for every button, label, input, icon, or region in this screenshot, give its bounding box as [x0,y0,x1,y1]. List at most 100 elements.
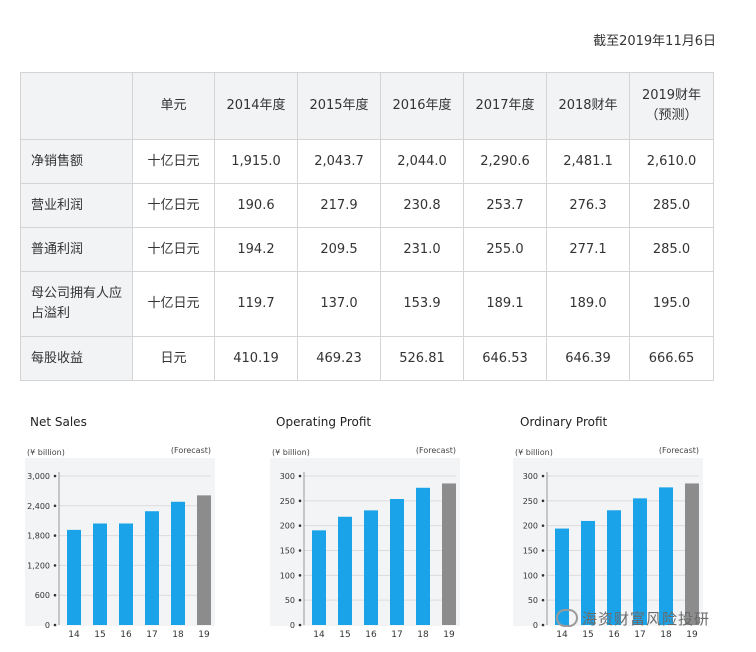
unit-cell: 十亿日元 [132,271,215,337]
y-tick-label: 150 [280,547,295,556]
header-cell: 2015年度 [297,72,381,140]
value-cell: 2,290.6 [463,139,547,184]
y-tick-label: 1,800 [27,532,50,541]
value-cell: 2,610.0 [629,139,714,184]
y-tick-label: 2,400 [27,502,50,511]
bar [607,510,621,625]
bar [338,516,352,625]
bar [581,520,595,625]
bar [171,501,185,625]
y-tick-label: 600 [35,591,50,600]
value-cell: 137.0 [297,271,381,337]
chart-title: Net Sales [30,415,87,429]
x-tick-label: 18 [172,630,184,640]
bar [197,495,211,625]
y-tick-dot [298,499,302,503]
unit-label: (¥ billion) [272,448,310,457]
y-tick-dot [53,474,57,478]
value-cell: 646.39 [546,336,630,381]
bar [93,523,107,625]
header-cell: 2016年度 [380,72,464,140]
value-cell: 646.53 [463,336,547,381]
bar [633,498,647,625]
value-cell: 277.1 [546,227,630,272]
header-cell [20,72,133,140]
header-cell: 2019财年 （预测） [629,72,714,140]
chart-title: Operating Profit [276,415,371,429]
y-tick-dot [53,504,57,508]
value-cell: 231.0 [380,227,464,272]
charts-area: Net Sales (¥ billion) (Forecast) 0 600 1,200 1… [0,400,756,652]
bar [555,528,569,625]
y-tick-label: 300 [523,472,538,481]
x-tick-label: 17 [146,630,157,640]
value-cell: 230.8 [380,183,464,228]
value-cell: 526.81 [380,336,464,381]
y-tick-label: 0 [533,621,538,630]
wechat-icon [556,609,578,627]
table-row: 母公司拥有人应占溢利 十亿日元 119.7 137.0 153.9 189.1 … [20,271,714,337]
bar [442,483,456,625]
x-tick-label: 16 [365,630,377,640]
x-tick-label: 15 [582,630,593,640]
unit-label: (¥ billion) [27,448,65,457]
x-tick-label: 19 [198,630,210,640]
value-cell: 217.9 [297,183,381,228]
value-cell: 189.1 [463,271,547,337]
bar [312,530,326,625]
x-tick-label: 16 [120,630,132,640]
unit-cell: 日元 [132,336,215,381]
watermark: 海资财富风险投研 [556,608,710,629]
y-tick-label: 50 [285,596,295,605]
y-tick-dot [53,564,57,567]
y-tick-dot [541,598,545,602]
value-cell: 195.0 [629,271,714,337]
x-tick-label: 17 [391,630,402,640]
bar-charts: Net Sales (¥ billion) (Forecast) 0 600 1,200 1… [25,415,703,640]
table-header-row: 单元 2014年度 2015年度 2016年度 2017年度 2018财年 20… [20,72,714,140]
bar [119,523,133,625]
row-label: 母公司拥有人应占溢利 [20,271,133,337]
chart-title: Ordinary Profit [520,415,608,429]
bar [145,511,159,625]
x-tick-label: 14 [556,630,568,640]
y-tick-dot [298,549,302,552]
y-tick-dot [541,574,545,577]
table-row: 普通利润 十亿日元 194.2 209.5 231.0 255.0 277.1 … [20,227,714,272]
x-tick-label: 19 [686,630,698,640]
forecast-label: (Forecast) [171,446,211,455]
y-tick-dot [53,623,57,627]
header-cell: 2017年度 [463,72,547,140]
y-tick-label: 50 [528,596,538,605]
y-tick-label: 100 [523,571,538,580]
value-cell: 190.6 [214,183,298,228]
header-cell: 单元 [132,72,215,140]
value-cell: 189.0 [546,271,630,337]
header-cell: 2018财年 [546,72,630,140]
x-tick-label: 18 [417,630,429,640]
bar [659,487,673,625]
x-tick-label: 15 [339,630,350,640]
value-cell: 2,481.1 [546,139,630,184]
row-label: 营业利润 [20,183,133,228]
bar [416,487,430,625]
y-tick-label: 200 [280,522,295,531]
value-cell: 194.2 [214,227,298,272]
header-cell: 2014年度 [214,72,298,140]
y-tick-label: 300 [280,472,295,481]
y-tick-dot [53,534,57,537]
x-tick-label: 14 [68,630,80,640]
value-cell: 285.0 [629,183,714,228]
table-row: 营业利润 十亿日元 190.6 217.9 230.8 253.7 276.3 … [20,183,714,228]
unit-cell: 十亿日元 [132,183,215,228]
x-tick-label: 17 [634,630,645,640]
y-tick-label: 1,200 [27,561,50,570]
value-cell: 285.0 [629,227,714,272]
y-tick-dot [298,474,302,478]
y-tick-label: 250 [523,497,538,506]
y-tick-dot [298,524,302,527]
value-cell: 2,044.0 [380,139,464,184]
y-tick-label: 0 [45,621,50,630]
x-tick-label: 18 [660,630,672,640]
forecast-label: (Forecast) [659,446,699,455]
